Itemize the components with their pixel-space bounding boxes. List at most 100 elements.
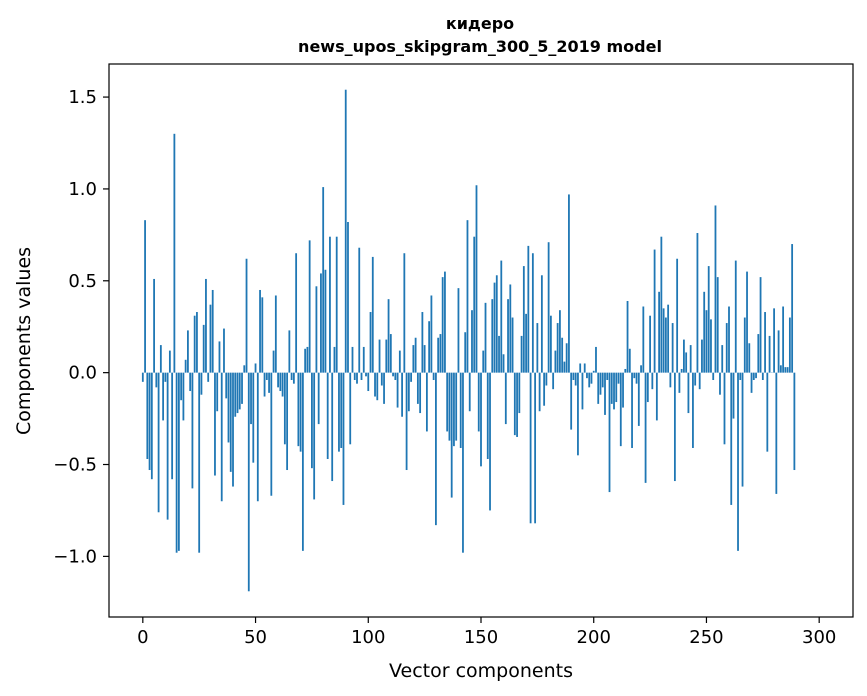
bar xyxy=(340,372,343,448)
bar xyxy=(777,330,780,373)
bar xyxy=(396,372,399,408)
bar xyxy=(292,372,295,384)
x-tick-label: 200 xyxy=(577,627,611,648)
bar xyxy=(225,372,228,399)
bar xyxy=(554,350,557,373)
bar xyxy=(344,89,347,373)
bar xyxy=(182,372,185,421)
bar xyxy=(543,372,546,406)
bar xyxy=(356,372,358,384)
bar xyxy=(338,372,340,452)
bar xyxy=(153,278,155,373)
bar xyxy=(477,372,480,432)
bar xyxy=(410,372,413,382)
bar xyxy=(531,253,534,373)
bar xyxy=(446,372,449,432)
bar xyxy=(283,372,286,445)
bar xyxy=(180,372,183,401)
bar xyxy=(694,372,697,386)
bar xyxy=(191,372,194,489)
bar xyxy=(737,372,739,551)
bar xyxy=(297,372,300,447)
bar xyxy=(148,372,151,471)
bar xyxy=(450,372,453,498)
bar xyxy=(216,372,219,412)
y-tick-label: 0.5 xyxy=(68,271,97,292)
bar xyxy=(563,361,566,373)
bar xyxy=(784,367,787,373)
bar xyxy=(414,337,417,373)
bar xyxy=(577,372,579,456)
bar xyxy=(245,258,248,373)
bar xyxy=(489,372,491,511)
bar xyxy=(398,350,401,373)
bar xyxy=(498,335,500,373)
bar xyxy=(369,312,372,373)
bar xyxy=(144,220,146,373)
bar xyxy=(471,310,473,373)
bar xyxy=(662,308,665,373)
bar xyxy=(401,372,403,417)
bar xyxy=(175,372,178,553)
bar xyxy=(716,277,719,373)
bar xyxy=(317,372,320,425)
bar xyxy=(252,372,255,463)
bar xyxy=(374,372,376,397)
bar xyxy=(385,339,388,373)
bar xyxy=(259,289,261,373)
chart-title-line-2: news_upos_skipgram_300_5_2019 model xyxy=(298,37,662,56)
bar xyxy=(365,372,367,377)
bar xyxy=(500,260,503,373)
bar xyxy=(698,372,701,390)
bar xyxy=(301,372,304,551)
bar xyxy=(232,372,234,487)
bar xyxy=(689,345,692,373)
bar xyxy=(617,372,620,384)
bar xyxy=(214,372,216,476)
bar xyxy=(290,372,293,380)
bars-group xyxy=(141,89,796,592)
y-tick-label: 0.0 xyxy=(68,363,97,384)
bar xyxy=(193,315,196,373)
bar xyxy=(633,372,636,379)
bar xyxy=(189,372,192,392)
bar xyxy=(435,372,437,526)
bar xyxy=(743,317,746,373)
bar xyxy=(367,372,370,392)
bar xyxy=(547,242,550,373)
bar xyxy=(468,372,471,412)
bar xyxy=(164,372,167,382)
bar xyxy=(486,372,489,459)
bar xyxy=(791,244,794,373)
bar xyxy=(782,306,785,373)
bar xyxy=(256,372,259,502)
bar xyxy=(712,372,715,380)
bar xyxy=(590,372,593,384)
bar xyxy=(407,372,410,412)
bar xyxy=(759,277,762,373)
bar xyxy=(198,372,201,553)
bar xyxy=(635,372,638,384)
bar xyxy=(464,332,467,373)
bar xyxy=(457,288,460,373)
bar xyxy=(516,372,518,437)
bar xyxy=(362,346,365,373)
bar xyxy=(342,372,345,505)
bar xyxy=(412,345,415,373)
bar xyxy=(707,266,710,373)
bar xyxy=(667,304,670,373)
bar xyxy=(475,185,478,373)
bar xyxy=(263,372,266,397)
bar xyxy=(493,282,496,373)
bar xyxy=(383,372,385,404)
bar xyxy=(272,350,275,373)
bar xyxy=(692,372,694,448)
bar xyxy=(150,372,153,480)
bar xyxy=(559,310,561,373)
bar xyxy=(371,256,374,373)
bar xyxy=(329,236,331,373)
bar xyxy=(701,339,703,373)
y-tick-label: 1.5 xyxy=(68,87,97,108)
bar xyxy=(673,372,676,482)
